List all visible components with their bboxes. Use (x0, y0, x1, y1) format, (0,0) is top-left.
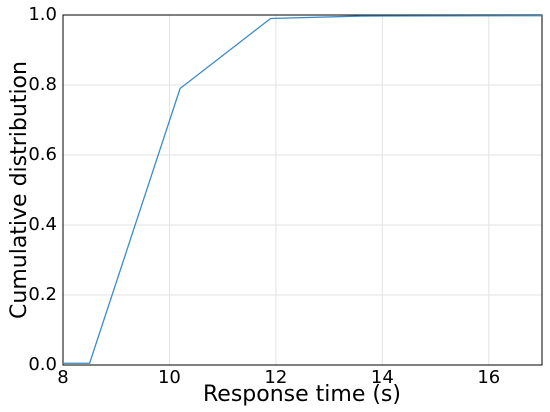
x-tick-label: 14 (371, 367, 394, 388)
y-tick-label: 0.8 (28, 74, 57, 95)
x-tick-label: 16 (477, 367, 500, 388)
x-axis-label: Response time (s) (203, 382, 401, 407)
x-tick-label: 10 (158, 367, 181, 388)
y-tick-label: 0.2 (28, 284, 57, 305)
x-tick-label: 8 (57, 367, 68, 388)
plot-frame (62, 14, 543, 366)
x-tick-label: 12 (264, 367, 287, 388)
y-tick-label: 0.6 (28, 144, 57, 165)
y-tick-label: 0.4 (28, 214, 57, 235)
y-tick-label: 0.0 (28, 354, 57, 375)
y-tick-label: 1.0 (28, 4, 57, 25)
y-axis-label: Cumulative distribution (7, 61, 32, 319)
line (63, 15, 543, 364)
